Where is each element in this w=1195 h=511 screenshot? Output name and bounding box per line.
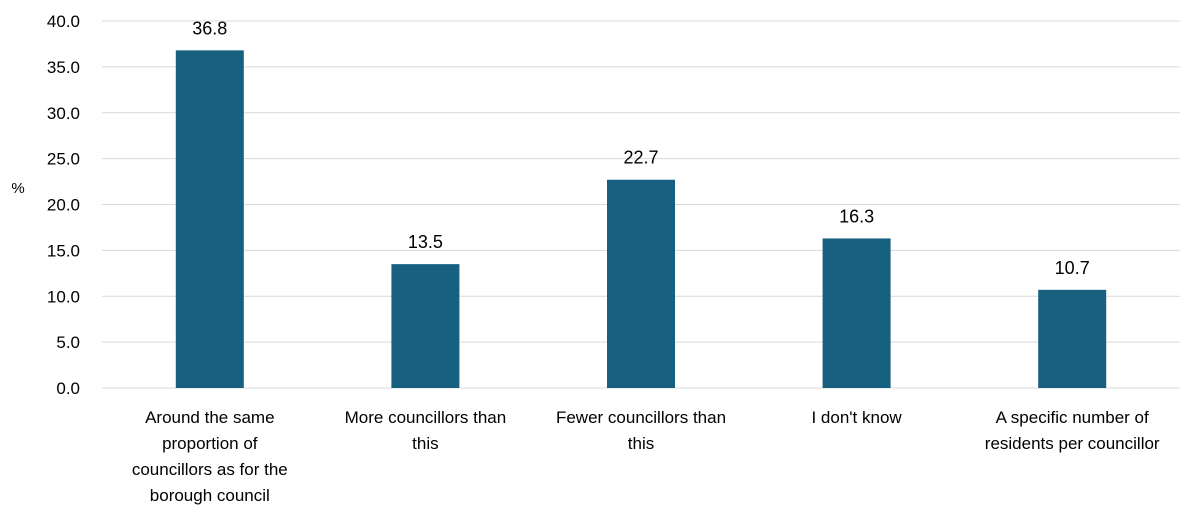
bars bbox=[175, 50, 1107, 389]
category-label-1: Around the same proportion of councillors … bbox=[132, 408, 288, 505]
category-labels: Around the same proportion of councillors … bbox=[132, 408, 1160, 505]
y-tick-label: 10.0 bbox=[47, 287, 80, 306]
data-label-1: 36.8 bbox=[192, 18, 227, 38]
y-axis-title: % bbox=[11, 180, 24, 197]
y-tick-label: 40.0 bbox=[47, 12, 80, 31]
y-axis-ticks: 0.0 5.0 10.0 15.0 20.0 25.0 30.0 35.0 40.0 bbox=[47, 12, 80, 398]
bar-1 bbox=[175, 50, 244, 389]
data-label-4: 16.3 bbox=[839, 206, 874, 226]
category-label-2: More councillors than this bbox=[345, 408, 507, 453]
category-label-3: Fewer councillors than this bbox=[556, 408, 726, 453]
data-labels: 36.8 13.5 22.7 16.3 10.7 bbox=[192, 18, 1089, 277]
data-label-3: 22.7 bbox=[623, 148, 658, 168]
bar-5 bbox=[1038, 289, 1107, 388]
data-label-5: 10.7 bbox=[1055, 258, 1090, 278]
bar-2 bbox=[391, 264, 460, 388]
category-label-5: A specific number of residents per counci… bbox=[985, 408, 1160, 453]
bar-4 bbox=[822, 238, 891, 388]
y-tick-label: 5.0 bbox=[56, 333, 80, 352]
bar-3 bbox=[607, 179, 675, 388]
data-label-2: 13.5 bbox=[408, 232, 443, 252]
category-label-4: I don't know bbox=[811, 408, 902, 427]
y-tick-label: 30.0 bbox=[47, 104, 80, 123]
y-tick-label: 35.0 bbox=[47, 58, 80, 77]
y-tick-label: 0.0 bbox=[56, 379, 80, 398]
y-tick-label: 20.0 bbox=[47, 196, 80, 215]
y-tick-label: 25.0 bbox=[47, 150, 80, 169]
y-tick-label: 15.0 bbox=[47, 241, 80, 260]
